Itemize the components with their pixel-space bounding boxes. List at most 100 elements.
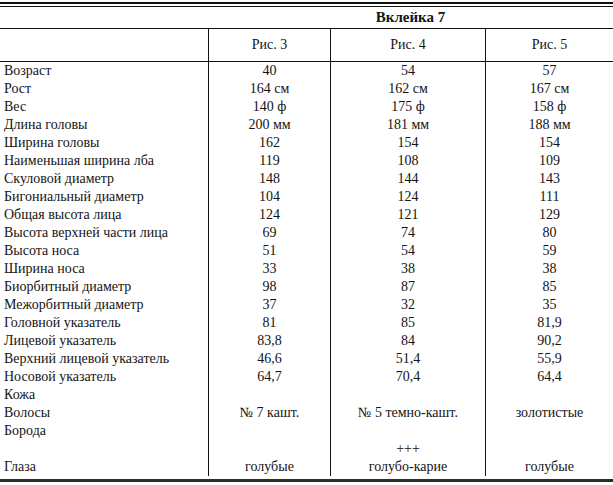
cell-value bbox=[208, 440, 330, 458]
row-label: Ширина носа bbox=[0, 260, 208, 278]
cell-value: 57 bbox=[485, 62, 613, 80]
cell-value: 111 bbox=[485, 188, 613, 206]
cell-value: 140 ф bbox=[208, 98, 330, 116]
cell-value: 119 bbox=[208, 152, 330, 170]
row-label: Высота носа bbox=[0, 242, 208, 260]
column-header-fig5: Рис. 5 bbox=[485, 29, 613, 61]
table-row: Головной указатель818581,9 bbox=[0, 314, 613, 332]
table-row: Длина головы200 мм181 мм188 мм bbox=[0, 116, 613, 134]
table-row: Высота верхней части лица697480 bbox=[0, 224, 613, 242]
cell-value bbox=[485, 440, 613, 458]
cell-value: 54 bbox=[330, 242, 485, 260]
row-label: Рост bbox=[0, 80, 208, 98]
cell-value: 200 мм bbox=[208, 116, 330, 134]
cell-value: 70,4 bbox=[330, 368, 485, 386]
cell-value bbox=[485, 386, 613, 404]
cell-value: 129 bbox=[485, 206, 613, 224]
cell-value: 83,8 bbox=[208, 332, 330, 350]
cell-value: 167 см bbox=[485, 80, 613, 98]
cell-value: 81 bbox=[208, 314, 330, 332]
table-header-row: Рис. 3 Рис. 4 Рис. 5 bbox=[0, 29, 613, 61]
cell-value: 148 bbox=[208, 170, 330, 188]
cell-value bbox=[208, 422, 330, 440]
table-row: Общая высота лица124121129 bbox=[0, 206, 613, 224]
cell-value: 164 см bbox=[208, 80, 330, 98]
cell-value: 40 bbox=[208, 62, 330, 80]
table-row: Лицевой указатель83,88490,2 bbox=[0, 332, 613, 350]
table-row: Ширина носа333838 bbox=[0, 260, 613, 278]
row-label: Межорбитный диаметр bbox=[0, 296, 208, 314]
cell-value: золотистые bbox=[485, 404, 613, 422]
table-row: Биорбитный диаметр988785 bbox=[0, 278, 613, 296]
cell-value: 37 bbox=[208, 296, 330, 314]
cell-value: 38 bbox=[330, 260, 485, 278]
table-row: Носовой указатель64,770,464,4 bbox=[0, 368, 613, 386]
cell-value: 54 bbox=[330, 62, 485, 80]
row-label: Скуловой диаметр bbox=[0, 170, 208, 188]
cell-value: 109 bbox=[485, 152, 613, 170]
row-label: Кожа bbox=[0, 386, 208, 404]
cell-value: 162 см bbox=[330, 80, 485, 98]
cell-value bbox=[330, 422, 485, 440]
cell-value: 175 ф bbox=[330, 98, 485, 116]
table-row: Бигониальный диаметр104124111 bbox=[0, 188, 613, 206]
table-row: Глазаголубыеголубо-кариеголубые bbox=[0, 458, 613, 476]
cell-value: 84 bbox=[330, 332, 485, 350]
row-label: Глаза bbox=[0, 458, 208, 476]
cell-value: 162 bbox=[208, 134, 330, 152]
cell-value: 158 ф bbox=[485, 98, 613, 116]
cell-value: 81,9 bbox=[485, 314, 613, 332]
table-row: Высота носа515459 bbox=[0, 242, 613, 260]
cell-value bbox=[208, 386, 330, 404]
table-row: Кожа bbox=[0, 386, 613, 404]
cell-value: 80 bbox=[485, 224, 613, 242]
cell-value: 124 bbox=[330, 188, 485, 206]
cell-value: 33 bbox=[208, 260, 330, 278]
cell-value: 51 bbox=[208, 242, 330, 260]
cell-value: +++ bbox=[330, 440, 485, 458]
cell-value: 85 bbox=[330, 314, 485, 332]
cell-value: 64,7 bbox=[208, 368, 330, 386]
cell-value: 154 bbox=[485, 134, 613, 152]
row-label: Вес bbox=[0, 98, 208, 116]
cell-value bbox=[330, 386, 485, 404]
cell-value: 108 bbox=[330, 152, 485, 170]
table-row: Ширина головы162154154 bbox=[0, 134, 613, 152]
header-empty-cell bbox=[0, 29, 208, 61]
row-label: Возраст bbox=[0, 62, 208, 80]
cell-value: 144 bbox=[330, 170, 485, 188]
cell-value: 59 bbox=[485, 242, 613, 260]
row-label: Длина головы bbox=[0, 116, 208, 134]
row-label: Ширина головы bbox=[0, 134, 208, 152]
cell-value: 74 bbox=[330, 224, 485, 242]
cell-value: 98 bbox=[208, 278, 330, 296]
cell-value: 87 bbox=[330, 278, 485, 296]
cell-value bbox=[485, 422, 613, 440]
row-label: Высота верхней части лица bbox=[0, 224, 208, 242]
cell-value: 46,6 bbox=[208, 350, 330, 368]
table-row: +++ bbox=[0, 440, 613, 458]
row-label: Общая высота лица bbox=[0, 206, 208, 224]
table-row: Волосы№ 7 кашт.№ 5 темно-кашт.золотистые bbox=[0, 404, 613, 422]
table-row: Межорбитный диаметр373235 bbox=[0, 296, 613, 314]
cell-value: 38 bbox=[485, 260, 613, 278]
cell-value: № 5 темно-кашт. bbox=[330, 404, 485, 422]
title-row: Вклейка 7 bbox=[0, 7, 613, 28]
column-header-fig3: Рис. 3 bbox=[208, 29, 330, 61]
table-row: Вес140 ф175 ф158 ф bbox=[0, 98, 613, 116]
table-body: Возраст405457Рост164 см162 см167 смВес14… bbox=[0, 62, 613, 476]
row-label: Наименьшая ширина лба bbox=[0, 152, 208, 170]
row-label bbox=[0, 440, 208, 458]
row-label: Лицевой указатель bbox=[0, 332, 208, 350]
row-label: Биорбитный диаметр bbox=[0, 278, 208, 296]
row-label: Верхний лицевой указатель bbox=[0, 350, 208, 368]
cell-value: голубые bbox=[485, 458, 613, 476]
row-label: Волосы bbox=[0, 404, 208, 422]
cell-value: 154 bbox=[330, 134, 485, 152]
column-header-fig4: Рис. 4 bbox=[330, 29, 485, 61]
cell-value: 124 bbox=[208, 206, 330, 224]
cell-value: 55,9 bbox=[485, 350, 613, 368]
row-label: Борода bbox=[0, 422, 208, 440]
row-label: Носовой указатель bbox=[0, 368, 208, 386]
book-table-plate: Вклейка 7 Рис. 3 Рис. 4 Рис. 5 Возраст40… bbox=[0, 0, 613, 485]
